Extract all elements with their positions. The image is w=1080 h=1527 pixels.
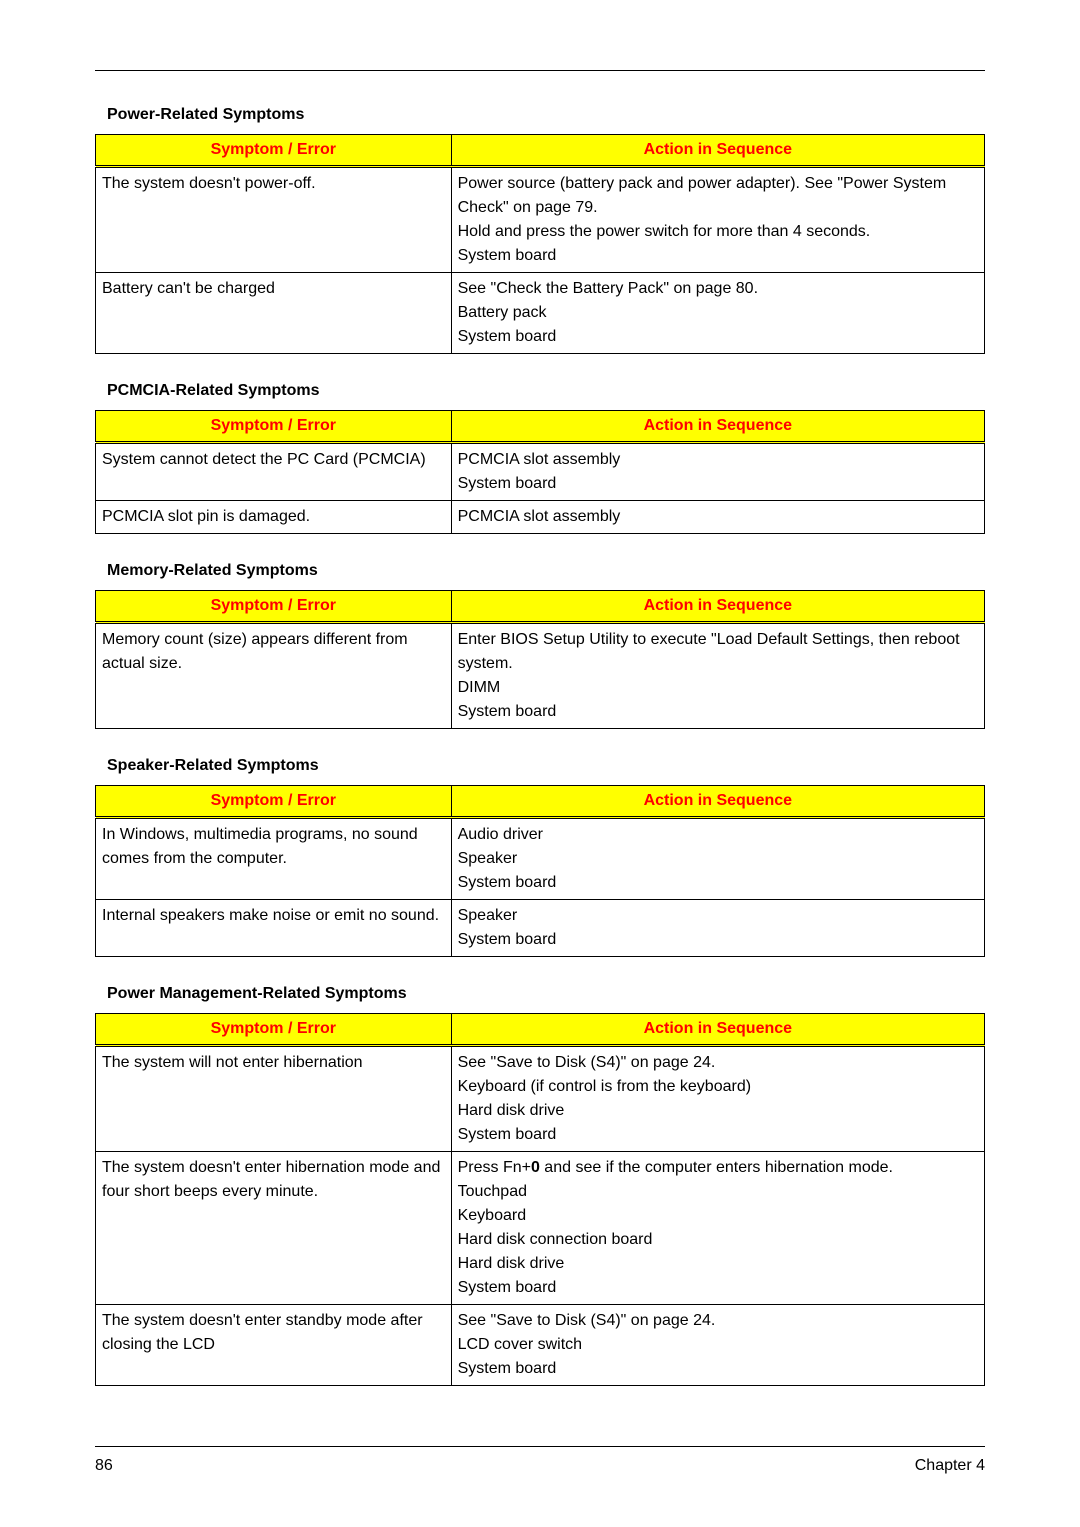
cell-symptom: Battery can't be charged: [96, 273, 452, 354]
section-heading-speaker: Speaker-Related Symptoms: [107, 757, 985, 775]
section-heading-memory: Memory-Related Symptoms: [107, 562, 985, 580]
cell-action: Audio driver Speaker System board: [451, 818, 984, 900]
table-row: The system doesn't enter hibernation mod…: [96, 1152, 985, 1305]
action-line: System board: [458, 325, 978, 349]
key-fn-0: 0: [531, 1159, 540, 1176]
table-header-row: Symptom / Error Action in Sequence: [96, 591, 985, 623]
page-number: 86: [95, 1457, 113, 1475]
cell-symptom: The system doesn't enter hibernation mod…: [96, 1152, 452, 1305]
col-symptom: Symptom / Error: [96, 411, 452, 443]
col-action: Action in Sequence: [451, 591, 984, 623]
table-header-row: Symptom / Error Action in Sequence: [96, 786, 985, 818]
action-line: Hold and press the power switch for more…: [458, 220, 978, 244]
page-top-rule: [95, 70, 985, 71]
action-text: Press Fn+: [458, 1159, 531, 1176]
table-header-row: Symptom / Error Action in Sequence: [96, 1014, 985, 1046]
col-action: Action in Sequence: [451, 786, 984, 818]
action-line: See "Check the Battery Pack" on page 80.: [458, 277, 978, 301]
cell-symptom: The system will not enter hibernation: [96, 1046, 452, 1152]
action-line: LCD cover switch: [458, 1333, 978, 1357]
section-heading-pm: Power Management-Related Symptoms: [107, 985, 985, 1003]
action-line: System board: [458, 1357, 978, 1381]
action-line: System board: [458, 871, 978, 895]
action-line: Enter BIOS Setup Utility to execute "Loa…: [458, 628, 978, 676]
table-pcmcia: Symptom / Error Action in Sequence Syste…: [95, 410, 985, 534]
cell-action: See "Save to Disk (S4)" on page 24. Keyb…: [451, 1046, 984, 1152]
action-line: System board: [458, 472, 978, 496]
action-line: See "Save to Disk (S4)" on page 24.: [458, 1051, 978, 1075]
action-line: Power source (battery pack and power ada…: [458, 172, 978, 220]
table-memory: Symptom / Error Action in Sequence Memor…: [95, 590, 985, 729]
page-footer: 86 Chapter 4: [95, 1457, 985, 1475]
cell-symptom: The system doesn't power-off.: [96, 167, 452, 273]
page-footer-rule: 86 Chapter 4: [95, 1446, 985, 1475]
cell-action: Power source (battery pack and power ada…: [451, 167, 984, 273]
col-symptom: Symptom / Error: [96, 591, 452, 623]
cell-action: See "Check the Battery Pack" on page 80.…: [451, 273, 984, 354]
action-line: Audio driver: [458, 823, 978, 847]
table-header-row: Symptom / Error Action in Sequence: [96, 135, 985, 167]
action-line: System board: [458, 244, 978, 268]
action-line: System board: [458, 700, 978, 724]
col-action: Action in Sequence: [451, 411, 984, 443]
table-row: Memory count (size) appears different fr…: [96, 623, 985, 729]
cell-action: Speaker System board: [451, 900, 984, 957]
table-speaker: Symptom / Error Action in Sequence In Wi…: [95, 785, 985, 957]
table-header-row: Symptom / Error Action in Sequence: [96, 411, 985, 443]
action-line: PCMCIA slot assembly: [458, 505, 978, 529]
table-row: Battery can't be charged See "Check the …: [96, 273, 985, 354]
cell-action: Press Fn+0 and see if the computer enter…: [451, 1152, 984, 1305]
action-line: System board: [458, 1123, 978, 1147]
cell-symptom: Memory count (size) appears different fr…: [96, 623, 452, 729]
col-symptom: Symptom / Error: [96, 786, 452, 818]
action-line: Speaker: [458, 904, 978, 928]
action-line: See "Save to Disk (S4)" on page 24.: [458, 1309, 978, 1333]
col-symptom: Symptom / Error: [96, 135, 452, 167]
action-line: Battery pack: [458, 301, 978, 325]
action-line: Hard disk drive: [458, 1252, 978, 1276]
cell-action: Enter BIOS Setup Utility to execute "Loa…: [451, 623, 984, 729]
table-row: The system will not enter hibernation Se…: [96, 1046, 985, 1152]
col-symptom: Symptom / Error: [96, 1014, 452, 1046]
table-row: PCMCIA slot pin is damaged. PCMCIA slot …: [96, 501, 985, 534]
action-line: Hard disk drive: [458, 1099, 978, 1123]
action-line: Hard disk connection board: [458, 1228, 978, 1252]
table-row: Internal speakers make noise or emit no …: [96, 900, 985, 957]
section-heading-power: Power-Related Symptoms: [107, 106, 985, 124]
action-line: Keyboard (if control is from the keyboar…: [458, 1075, 978, 1099]
table-row: The system doesn't power-off. Power sour…: [96, 167, 985, 273]
action-line: Speaker: [458, 847, 978, 871]
action-line: Touchpad: [458, 1180, 978, 1204]
col-action: Action in Sequence: [451, 1014, 984, 1046]
action-line: Press Fn+0 and see if the computer enter…: [458, 1156, 978, 1180]
cell-symptom: The system doesn't enter standby mode af…: [96, 1305, 452, 1386]
cell-action: PCMCIA slot assembly System board: [451, 443, 984, 501]
section-heading-pcmcia: PCMCIA-Related Symptoms: [107, 382, 985, 400]
cell-symptom: In Windows, multimedia programs, no soun…: [96, 818, 452, 900]
action-line: Keyboard: [458, 1204, 978, 1228]
action-line: DIMM: [458, 676, 978, 700]
col-action: Action in Sequence: [451, 135, 984, 167]
table-row: The system doesn't enter standby mode af…: [96, 1305, 985, 1386]
table-row: System cannot detect the PC Card (PCMCIA…: [96, 443, 985, 501]
action-text: and see if the computer enters hibernati…: [540, 1159, 893, 1176]
cell-action: PCMCIA slot assembly: [451, 501, 984, 534]
table-pm: Symptom / Error Action in Sequence The s…: [95, 1013, 985, 1386]
cell-symptom: Internal speakers make noise or emit no …: [96, 900, 452, 957]
table-row: In Windows, multimedia programs, no soun…: [96, 818, 985, 900]
action-line: System board: [458, 1276, 978, 1300]
cell-action: See "Save to Disk (S4)" on page 24. LCD …: [451, 1305, 984, 1386]
action-line: PCMCIA slot assembly: [458, 448, 978, 472]
chapter-label: Chapter 4: [915, 1457, 985, 1475]
cell-symptom: System cannot detect the PC Card (PCMCIA…: [96, 443, 452, 501]
table-power: Symptom / Error Action in Sequence The s…: [95, 134, 985, 354]
action-line: System board: [458, 928, 978, 952]
cell-symptom: PCMCIA slot pin is damaged.: [96, 501, 452, 534]
